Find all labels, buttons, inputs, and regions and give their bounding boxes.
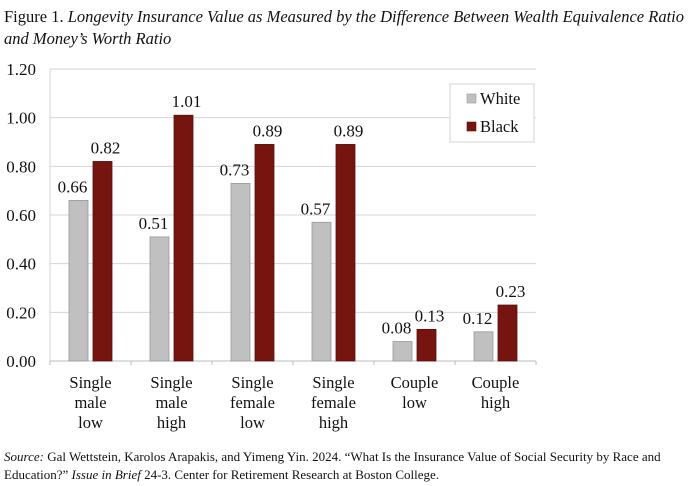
x-tick-label: female bbox=[230, 393, 275, 412]
x-tick-label: Single bbox=[69, 373, 111, 392]
bar-white bbox=[230, 182, 251, 362]
data-label: 0.51 bbox=[139, 214, 169, 233]
x-tick-label: female bbox=[311, 393, 356, 412]
data-label: 0.12 bbox=[463, 309, 493, 328]
y-tick-label: 1.00 bbox=[6, 109, 36, 128]
y-tick-label: 0.60 bbox=[6, 206, 36, 225]
bar-black bbox=[335, 144, 356, 362]
data-label: 0.08 bbox=[382, 319, 412, 338]
legend-box bbox=[449, 83, 535, 143]
data-label: 0.66 bbox=[58, 177, 88, 196]
chart-title: Figure 1. Longevity Insurance Value as M… bbox=[4, 6, 694, 50]
source-issue: Issue in Brief bbox=[71, 467, 141, 482]
data-label: 0.73 bbox=[220, 160, 250, 179]
data-label: 0.89 bbox=[334, 121, 364, 140]
y-tick-label: 1.20 bbox=[6, 60, 36, 79]
x-tick-label: Single bbox=[150, 373, 192, 392]
data-label: 1.01 bbox=[172, 92, 202, 111]
x-tick-label: Couple bbox=[391, 373, 439, 392]
legend-label: Black bbox=[480, 117, 519, 136]
figure-title: Longevity Insurance Value as Measured by… bbox=[4, 7, 684, 48]
bar-white bbox=[68, 199, 89, 362]
legend-swatch-black bbox=[466, 121, 477, 132]
x-tick-label: low bbox=[240, 413, 265, 432]
source-note: Source: Gal Wettstein, Karolos Arapakis,… bbox=[4, 448, 694, 484]
x-tick-label: Single bbox=[231, 373, 273, 392]
x-tick-label: low bbox=[78, 413, 103, 432]
bar-black bbox=[254, 144, 275, 362]
bar-white bbox=[149, 236, 170, 362]
x-tick-label: high bbox=[481, 393, 511, 412]
legend-swatch-white bbox=[466, 93, 477, 104]
bar-black bbox=[497, 304, 518, 362]
data-label: 0.57 bbox=[301, 199, 331, 218]
data-label: 0.23 bbox=[496, 282, 526, 301]
source-text-2: 24-3. Center for Retirement Research at … bbox=[140, 467, 440, 482]
data-label: 0.89 bbox=[253, 121, 283, 140]
x-tick-label: Single bbox=[312, 373, 354, 392]
legend-label: White bbox=[480, 89, 520, 108]
y-tick-label: 0.00 bbox=[6, 352, 36, 371]
bar-white bbox=[392, 341, 413, 362]
y-tick-label: 0.40 bbox=[6, 255, 36, 274]
x-tick-label: low bbox=[402, 393, 427, 412]
source-label: Source: bbox=[4, 449, 44, 464]
bar-black bbox=[416, 328, 437, 362]
figure-number: Figure 1. bbox=[4, 7, 64, 26]
x-tick-label: high bbox=[319, 413, 349, 432]
y-tick-label: 0.80 bbox=[6, 157, 36, 176]
x-tick-label: Couple bbox=[472, 373, 520, 392]
x-tick-label: high bbox=[157, 413, 187, 432]
bar-black bbox=[173, 114, 194, 362]
x-tick-label: male bbox=[155, 393, 187, 412]
data-label: 0.82 bbox=[91, 138, 121, 157]
bar-chart: 0.00 0.20 0.40 0.60 0.80 1.00 1.20 0.66 0.82 Sing… bbox=[6, 60, 537, 432]
x-tick-label: male bbox=[74, 393, 106, 412]
data-label: 0.13 bbox=[415, 306, 445, 325]
bar-white bbox=[311, 221, 332, 362]
source-text: Gal Wettstein, Karolos Arapakis, and Yim… bbox=[4, 449, 661, 482]
y-tick-label: 0.20 bbox=[6, 303, 36, 322]
bar-black bbox=[92, 161, 113, 362]
bar-white bbox=[473, 331, 494, 362]
